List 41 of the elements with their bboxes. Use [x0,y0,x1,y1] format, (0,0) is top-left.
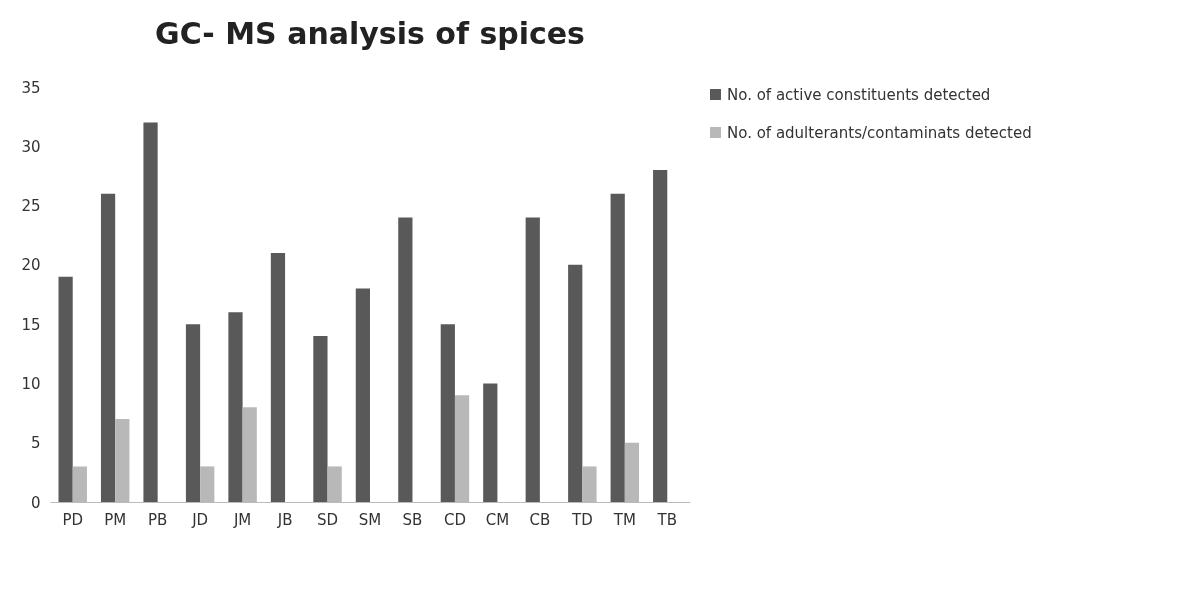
bar [143,122,158,502]
x-tick-label: TM [612,510,636,529]
x-tick-label: TB [656,510,678,529]
x-tick-label: PD [62,510,84,529]
x-tick-label: SD [316,510,339,529]
bar [568,264,583,502]
bar [440,324,455,502]
x-tick-label: CD [443,510,466,529]
bar [228,312,243,502]
bar [58,276,73,502]
x-tick-label: SM [358,510,382,529]
x-tick-label: TD [570,510,593,529]
bar [610,193,625,502]
y-tick-label: 15 [21,315,41,334]
y-tick-label: 25 [21,197,41,216]
chart-title: GC- MS analysis of spices [155,16,585,51]
x-tick-label: PB [147,510,168,529]
x-tick-label: CB [529,510,551,529]
y-tick-label: 30 [21,137,41,156]
x-tick-label: CM [485,510,510,529]
bar [270,253,286,502]
bar [355,288,370,502]
legend-label: No. of adulterants/contaminats detected [727,123,1032,142]
bar [398,217,413,502]
bar [525,217,540,502]
y-tick-label: 0 [30,493,41,512]
x-tick-label: JD [191,510,209,529]
x-tick-label: JB [276,510,293,529]
bar [483,383,498,502]
bar [100,193,116,502]
y-tick-label: 35 [21,78,41,97]
x-tick-label: PM [104,510,127,529]
y-tick-label: 10 [21,374,41,393]
y-tick-label: 5 [30,434,41,453]
x-tick-label: SB [402,510,423,529]
legend-label: No. of active constituents detected [727,85,991,104]
bar [185,324,201,502]
y-tick-label: 20 [21,256,41,275]
bar [313,336,328,502]
x-tick-label: JM [232,510,252,529]
bar [653,170,668,502]
